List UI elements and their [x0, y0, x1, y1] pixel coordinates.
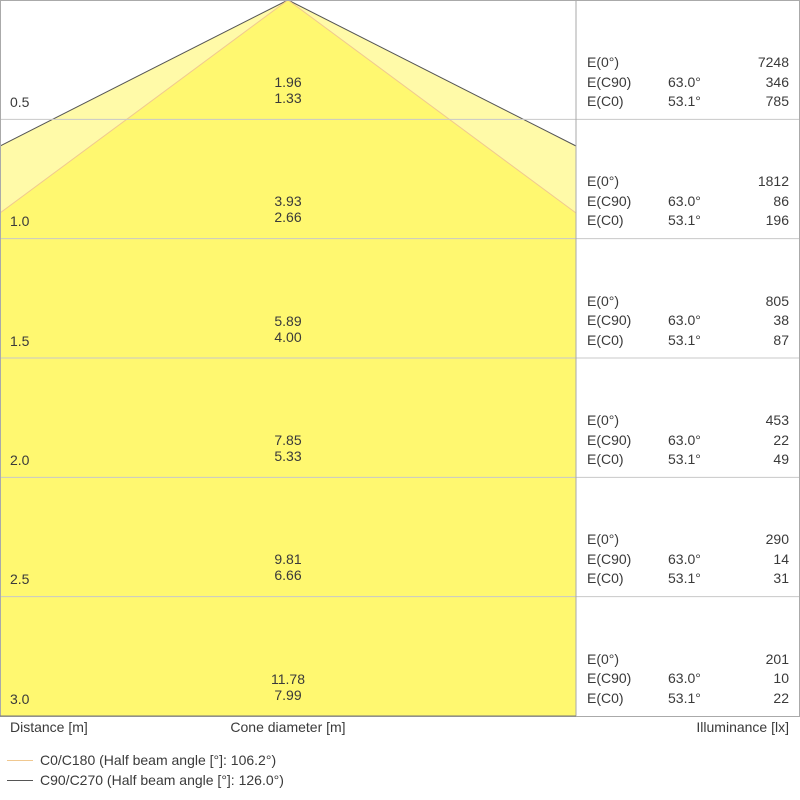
- ec0-label: E(C0): [587, 451, 624, 467]
- e0-value: 805: [765, 292, 789, 309]
- ec90-value: 14: [773, 550, 789, 567]
- legend-item: C90/C270 (Half beam angle [°]: 126.0°): [40, 772, 284, 788]
- e0-value: 290: [765, 531, 789, 548]
- e0-value: 453: [765, 412, 789, 428]
- ec0-angle: 53.1°: [668, 212, 701, 229]
- e0-label: E(0°): [587, 292, 620, 309]
- ec90-value: 38: [773, 312, 789, 329]
- diameter-c0: 4.00: [274, 328, 302, 345]
- ec90-angle: 63.0°: [668, 192, 701, 209]
- distance-axis-label: Distance [m]: [10, 719, 88, 735]
- ec90-angle: 63.0°: [668, 73, 701, 90]
- distance-label: 1.5: [10, 332, 30, 349]
- e0-value: 7248: [757, 54, 789, 70]
- ec90-value: 22: [773, 431, 789, 448]
- ec90-label: E(C90): [587, 312, 632, 329]
- ec90-label: E(C90): [587, 73, 632, 90]
- illuminance-axis-label: Illuminance [lx]: [696, 719, 789, 735]
- ec0-angle: 53.1°: [668, 570, 701, 587]
- ec0-label: E(C0): [587, 93, 624, 109]
- distance-label: 3.0: [10, 690, 30, 707]
- e0-value: 201: [765, 650, 789, 667]
- legend-item: C0/C180 (Half beam angle [°]: 106.2°): [40, 752, 277, 768]
- ec0-angle: 53.1°: [668, 689, 701, 706]
- ec90-value: 86: [773, 192, 789, 209]
- ec90-value: 346: [765, 73, 789, 90]
- e0-label: E(0°): [587, 531, 620, 548]
- ec0-value: 49: [773, 451, 789, 467]
- diameter-c90: 3.93: [274, 193, 302, 210]
- e0-label: E(0°): [587, 54, 620, 70]
- e0-value: 1812: [757, 173, 789, 190]
- ec90-label: E(C90): [587, 550, 632, 567]
- cone-axis-label: Cone diameter [m]: [230, 719, 346, 735]
- e0-label: E(0°): [587, 173, 620, 190]
- distance-label: 1.0: [10, 213, 30, 230]
- distance-label: 2.5: [10, 571, 30, 588]
- e0-label: E(0°): [587, 650, 620, 667]
- ec0-label: E(C0): [587, 212, 624, 229]
- ec0-label: E(C0): [587, 689, 624, 706]
- ec90-value: 10: [773, 670, 789, 687]
- distance-label: 0.5: [10, 94, 30, 110]
- c90-outline: [0, 0, 577, 147]
- ec90-label: E(C90): [587, 670, 632, 687]
- diameter-c90: 5.89: [274, 312, 302, 329]
- legend-line-swatch: [7, 780, 33, 781]
- ec90-angle: 63.0°: [668, 312, 701, 329]
- ec0-label: E(C0): [587, 331, 624, 348]
- ec0-angle: 53.1°: [668, 331, 701, 348]
- ec90-label: E(C90): [587, 431, 632, 448]
- ec0-value: 22: [773, 689, 789, 706]
- c0-outline: [0, 0, 577, 214]
- diameter-c0: 7.99: [274, 686, 302, 703]
- diameter-c90: 7.85: [274, 432, 302, 448]
- legend-line-swatch: [7, 760, 33, 761]
- diameter-c90: 1.96: [274, 74, 302, 90]
- ec0-label: E(C0): [587, 570, 624, 587]
- ec90-angle: 63.0°: [668, 550, 701, 567]
- diameter-c0: 6.66: [274, 567, 302, 584]
- ec0-angle: 53.1°: [668, 93, 701, 109]
- ec90-angle: 63.0°: [668, 431, 701, 448]
- ec0-value: 87: [773, 331, 789, 348]
- distance-label: 2.0: [10, 452, 30, 468]
- diameter-c0: 2.66: [274, 209, 302, 226]
- diameter-c0: 1.33: [274, 90, 302, 106]
- ec90-label: E(C90): [587, 192, 632, 209]
- ec0-value: 785: [765, 93, 789, 109]
- ec0-value: 196: [765, 212, 789, 229]
- e0-label: E(0°): [587, 412, 620, 428]
- diameter-c90: 9.81: [274, 551, 302, 568]
- ec90-angle: 63.0°: [668, 670, 701, 687]
- diameter-c0: 5.33: [274, 448, 302, 464]
- diameter-c90: 11.78: [271, 670, 305, 687]
- ec0-angle: 53.1°: [668, 451, 701, 467]
- ec0-value: 31: [773, 570, 789, 587]
